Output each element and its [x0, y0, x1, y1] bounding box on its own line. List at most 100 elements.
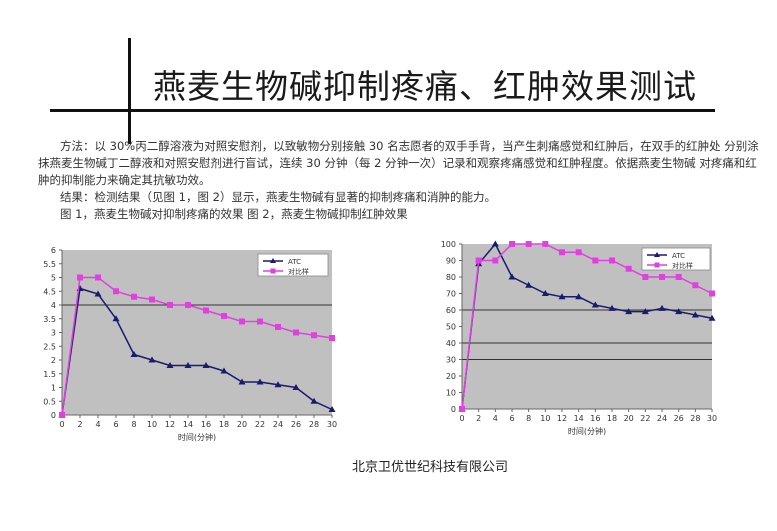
- chart1-point-atc: [166, 362, 174, 368]
- chart1-x-tick-label: 24: [273, 420, 283, 429]
- chart1-y-tick-label: 1.5: [43, 370, 56, 379]
- chart2-x-tick-label: 24: [657, 414, 667, 423]
- chart2-y-tick-label: 60: [446, 306, 456, 315]
- chart1-point-atc: [220, 367, 228, 374]
- chart1-point-control: [275, 324, 281, 330]
- chart2-legend-label: 对比样: [672, 261, 693, 270]
- chart2-point-control: [559, 249, 565, 256]
- chart1-y-tick-label: 1: [51, 384, 56, 393]
- chart1-x-tick-label: 0: [59, 420, 64, 429]
- chart1-y-tick-label: 0: [51, 411, 56, 420]
- chart1-x-tick-label: 12: [165, 420, 175, 429]
- chart1-point-control: [131, 293, 137, 300]
- chart2-point-atc: [625, 308, 633, 315]
- chart1-point-atc: [256, 378, 264, 385]
- chart1-x-tick-label: 20: [237, 420, 247, 429]
- chart1-legend-label: ATC: [288, 258, 301, 266]
- chart1-x-tick-label: 14: [183, 420, 193, 429]
- chart2-y-tick-label: 80: [446, 273, 456, 282]
- chart2-plot-area: [462, 244, 712, 409]
- chart1-point-atc: [310, 397, 318, 404]
- chart1-x-tick-label: 28: [309, 420, 319, 429]
- chart2-point-atc: [641, 308, 649, 315]
- chart2-point-atc: [525, 281, 533, 288]
- chart1-point-atc: [292, 384, 300, 390]
- chart2-point-control: [625, 265, 632, 272]
- result-paragraph: 结果：检测结果（见图 1，图 2）显示，燕麦生物碱有显著的抑制疼痛和消肿的能力。: [60, 190, 496, 204]
- chart1-y-tick-label: 2: [51, 356, 56, 365]
- chart1-x-tick-label: 18: [219, 420, 229, 429]
- method-paragraph: 方法：以 30%丙二醇溶液为对照安慰剂，以致敏物分别接触 30 名志愿者的双手手…: [38, 139, 759, 187]
- chart1-point-control: [239, 318, 245, 325]
- chart2-point-atc: [575, 293, 583, 300]
- chart2-point-atc: [608, 304, 616, 311]
- chart2-x-tick-label: 26: [674, 414, 684, 423]
- chart1-point-control: [311, 332, 317, 339]
- chart1-y-tick-label: 4.5: [43, 287, 56, 296]
- chart1-y-tick-label: 3.5: [43, 315, 56, 324]
- chart2-x-tick-label: 22: [640, 414, 650, 423]
- title-horizontal-rule: [50, 109, 715, 112]
- chart1-series-line-1: [61, 276, 333, 416]
- chart2-point-atc: [491, 240, 499, 247]
- chart1-series-line-0: [61, 287, 333, 416]
- chart1-point-control: [329, 335, 335, 341]
- pain-chart: 0 0.5 1 1.5 2 2.5 3 3.5 4 4.5 5 5.5 6 0 2 4 6 8 10 12 14 16 18…: [40, 240, 340, 455]
- chart1-x-tick-label: 8: [131, 420, 136, 429]
- chart1-point-atc: [112, 315, 120, 322]
- chart2-legend-marker: [654, 262, 660, 268]
- chart2-legend-marker: [654, 252, 660, 257]
- chart2-x-tick-label: 28: [690, 414, 700, 423]
- figure-captions: 图 1，燕麦生物碱对抑制疼痛的效果 图 2，燕麦生物碱抑制红肿效果: [60, 207, 408, 221]
- chart2-series-line-1: [461, 243, 713, 410]
- chart1-x-tick-label: 22: [255, 420, 265, 429]
- chart1-point-control: [221, 313, 227, 319]
- chart1-x-tick-label: 10: [147, 420, 157, 429]
- chart1-x-tick-label: 16: [201, 420, 211, 429]
- chart2-point-control: [659, 274, 665, 280]
- body-text: 方法：以 30%丙二醇溶液为对照安慰剂，以致敏物分别接触 30 名志愿者的双手手…: [38, 138, 760, 223]
- chart1-point-atc: [238, 378, 246, 385]
- chart2-y-tick-label: 20: [446, 372, 456, 381]
- chart1-point-atc: [130, 351, 138, 357]
- chart2-point-atc: [541, 290, 549, 296]
- chart2-point-control: [642, 274, 649, 280]
- chart2-y-tick-label: 50: [446, 323, 456, 332]
- chart2-y-tick-label: 10: [446, 389, 456, 398]
- chart2-point-atc: [708, 314, 716, 321]
- chart2-x-tick-label: 6: [509, 414, 514, 423]
- chart2-point-control: [692, 282, 699, 289]
- chart1-y-tick-label: 6: [51, 246, 56, 255]
- chart2-point-atc: [675, 308, 683, 315]
- chart2-point-control: [542, 241, 549, 247]
- chart1-y-tick-label: 0.5: [43, 397, 56, 406]
- chart2-point-control: [709, 290, 715, 297]
- chart2-y-tick-label: 0: [451, 405, 456, 414]
- chart2-legend-label: ATC: [672, 252, 685, 260]
- chart2-point-control: [675, 274, 682, 280]
- chart2-x-tick-label: 0: [459, 414, 464, 423]
- chart1-point-atc: [274, 381, 282, 388]
- title-vertical-rule: [128, 38, 131, 144]
- chart1-y-tick-label: 5.5: [43, 260, 56, 269]
- pain-chart-svg: 00.511.522.533.544.555.560 2 4 6 8 10 12 14 16 18…: [43, 246, 337, 442]
- chart2-x-axis-label: 时间(分钟): [568, 426, 606, 436]
- chart1-y-tick-label: 2.5: [43, 342, 56, 351]
- chart1-point-atc: [148, 356, 156, 363]
- chart1-point-control: [257, 318, 263, 325]
- chart1-y-tick-label: 4: [51, 301, 56, 310]
- chart2-x-tick-label: 14: [574, 414, 584, 423]
- chart1-y-tick-label: 5: [51, 274, 56, 283]
- chart2-series-line-0: [461, 242, 713, 410]
- chart2-point-atc: [591, 301, 599, 308]
- chart2-point-control: [509, 241, 515, 247]
- chart2-point-control: [475, 257, 482, 264]
- chart2-x-tick-label: 20: [624, 414, 634, 423]
- chart1-point-control: [77, 274, 83, 281]
- chart1-point-control: [113, 288, 119, 295]
- chart2-y-tick-label: 90: [446, 257, 456, 266]
- chart1-legend-marker: [270, 258, 276, 263]
- chart2-x-tick-label: 4: [493, 414, 498, 423]
- chart2-x-tick-label: 18: [607, 414, 617, 423]
